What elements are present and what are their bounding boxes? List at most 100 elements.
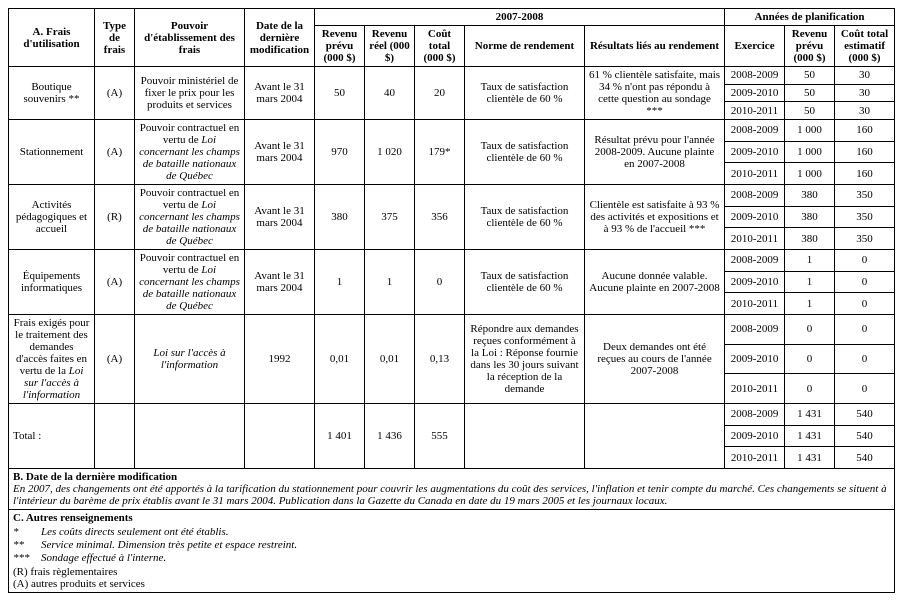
cell-plan-rp: 1 000 <box>785 141 835 163</box>
cell-exercice: 2010-2011 <box>725 293 785 315</box>
cell-plan-ce: 350 <box>835 206 895 228</box>
cell-plan-ce: 350 <box>835 228 895 250</box>
cell-result: 61 % clientèle satisfaite, mais 34 % n'o… <box>585 67 725 120</box>
hdr-cout-estim: Coût total estimatif (000 $) <box>835 26 895 67</box>
cell-plan-rp: 50 <box>785 102 835 120</box>
cell-result: Clientèle est satisfaite à 93 % des acti… <box>585 185 725 250</box>
hdr-plan: Années de planification <box>725 9 895 26</box>
section-b-title: B. Date de la dernière modification <box>13 471 890 483</box>
cell-exercice: 2008-2009 <box>725 315 785 345</box>
cell-norme: Taux de satisfaction clientèle de 60 % <box>465 67 585 120</box>
legend-line: (A) autres produits et services <box>13 578 890 590</box>
cell-power: Pouvoir contractuel en vertu de Loi conc… <box>135 120 245 185</box>
cell-plan-ce: 540 <box>835 425 895 447</box>
cell-exercice: 2009-2010 <box>725 344 785 374</box>
cell-rr: 375 <box>365 185 415 250</box>
cell-total-rr: 1 436 <box>365 404 415 469</box>
fees-table: A. Frais d'utilisation Type de frais Pou… <box>8 8 895 593</box>
cell-plan-rp: 1 <box>785 293 835 315</box>
cell-plan-ce: 350 <box>835 185 895 207</box>
cell-plan-ce: 540 <box>835 447 895 469</box>
table-row: Boutique souvenirs **(A)Pouvoir ministér… <box>9 67 895 85</box>
cell-plan-rp: 0 <box>785 374 835 404</box>
cell-norme: Répondre aux demandes reçues conformémen… <box>465 315 585 404</box>
cell-exercice: 2009-2010 <box>725 271 785 293</box>
cell-plan-ce: 30 <box>835 84 895 102</box>
cell-date: Avant le 31 mars 2004 <box>245 67 315 120</box>
cell-plan-rp: 380 <box>785 185 835 207</box>
section-b: B. Date de la dernière modificationEn 20… <box>9 469 895 510</box>
cell-plan-rp: 1 <box>785 250 835 272</box>
cell-rp: 0,01 <box>315 315 365 404</box>
cell-exercice: 2009-2010 <box>725 141 785 163</box>
cell-label: Équipements informatiques <box>9 250 95 315</box>
cell-exercice: 2010-2011 <box>725 447 785 469</box>
hdr-resultats: Résultats liés au rendement <box>585 26 725 67</box>
cell-exercice: 2008-2009 <box>725 120 785 142</box>
cell-rp: 970 <box>315 120 365 185</box>
cell-rr: 1 <box>365 250 415 315</box>
table-row: Activités pédagogiques et accueil(R)Pouv… <box>9 185 895 207</box>
section-c-title: C. Autres renseignements <box>13 512 890 524</box>
cell-type: (R) <box>95 185 135 250</box>
hdr-pouvoir: Pouvoir d'établissement des frais <box>135 9 245 67</box>
total-row: Total :1 4011 4365552008-20091 431540 <box>9 404 895 426</box>
cell-plan-ce: 0 <box>835 271 895 293</box>
cell-plan-rp: 1 431 <box>785 425 835 447</box>
footnote: ***Sondage effectué à l'interne. <box>13 552 890 564</box>
cell-rp: 1 <box>315 250 365 315</box>
section-c: C. Autres renseignements*Les coûts direc… <box>9 510 895 593</box>
cell-plan-ce: 0 <box>835 250 895 272</box>
cell-exercice: 2008-2009 <box>725 250 785 272</box>
cell-result: Résultat prévu pour l'année 2008-2009. A… <box>585 120 725 185</box>
cell-rr: 40 <box>365 67 415 120</box>
cell-plan-rp: 0 <box>785 344 835 374</box>
cell-exercice: 2008-2009 <box>725 67 785 85</box>
cell-ct: 179* <box>415 120 465 185</box>
cell-total-ct: 555 <box>415 404 465 469</box>
cell-total-label: Total : <box>9 404 95 469</box>
hdr-exercice: Exercice <box>725 26 785 67</box>
cell-exercice: 2008-2009 <box>725 185 785 207</box>
cell-power: Loi sur l'accès à l'information <box>135 315 245 404</box>
cell-plan-ce: 540 <box>835 404 895 426</box>
hdr-type: Type de frais <box>95 9 135 67</box>
cell-exercice: 2009-2010 <box>725 425 785 447</box>
cell-rp: 380 <box>315 185 365 250</box>
cell-plan-rp: 1 000 <box>785 163 835 185</box>
cell-ct: 20 <box>415 67 465 120</box>
cell-norme: Taux de satisfaction clientèle de 60 % <box>465 250 585 315</box>
cell-plan-rp: 380 <box>785 228 835 250</box>
hdr-norme: Norme de rendement <box>465 26 585 67</box>
cell-result: Aucune donnée valable. Aucune plainte en… <box>585 250 725 315</box>
cell-ct: 356 <box>415 185 465 250</box>
cell-date: 1992 <box>245 315 315 404</box>
table-row: Stationnement(A)Pouvoir contractuel en v… <box>9 120 895 142</box>
cell-exercice: 2009-2010 <box>725 84 785 102</box>
cell-date: Avant le 31 mars 2004 <box>245 185 315 250</box>
cell-plan-rp: 1 000 <box>785 120 835 142</box>
cell-type: (A) <box>95 120 135 185</box>
cell-label: Activités pédagogiques et accueil <box>9 185 95 250</box>
cell-plan-ce: 0 <box>835 293 895 315</box>
cell-label: Frais exigés pour le traitement des dema… <box>9 315 95 404</box>
cell-plan-ce: 160 <box>835 141 895 163</box>
cell-plan-ce: 0 <box>835 315 895 345</box>
cell-date: Avant le 31 mars 2004 <box>245 120 315 185</box>
cell-type: (A) <box>95 67 135 120</box>
cell-plan-ce: 160 <box>835 120 895 142</box>
cell-plan-rp: 50 <box>785 84 835 102</box>
footnote: **Service minimal. Dimension très petite… <box>13 539 890 551</box>
cell-plan-ce: 160 <box>835 163 895 185</box>
legend-line: (R) frais règlementaires <box>13 566 890 578</box>
hdr-0708: 2007-2008 <box>315 9 725 26</box>
cell-rp: 50 <box>315 67 365 120</box>
cell-exercice: 2010-2011 <box>725 163 785 185</box>
cell-exercice: 2009-2010 <box>725 206 785 228</box>
hdr-rev-prevu: Revenu prévu (000 $) <box>315 26 365 67</box>
cell-norme: Taux de satisfaction clientèle de 60 % <box>465 185 585 250</box>
hdr-rev-prevu2: Revenu prévu (000 $) <box>785 26 835 67</box>
cell-plan-ce: 30 <box>835 102 895 120</box>
cell-result: Deux demandes ont été reçues au cours de… <box>585 315 725 404</box>
cell-type: (A) <box>95 315 135 404</box>
